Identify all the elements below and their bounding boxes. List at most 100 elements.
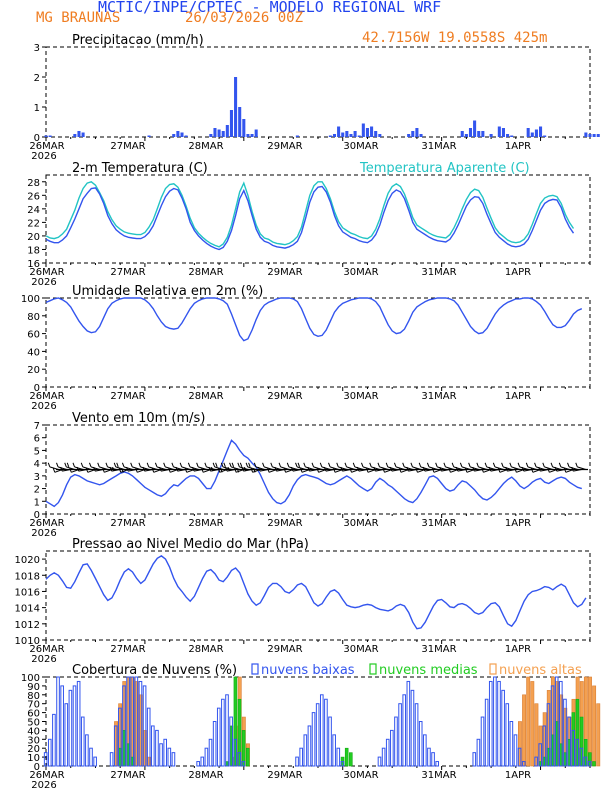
wind-barb-shaft xyxy=(193,469,203,472)
cloud-low-bar xyxy=(513,734,518,767)
cloud-low-bar xyxy=(385,738,390,767)
wind-barb-shaft xyxy=(375,469,385,472)
precip-bar xyxy=(234,77,238,137)
wind-barb-shaft xyxy=(329,466,339,470)
location-label: MG BRAUNAS xyxy=(36,10,121,26)
wind-barb-shaft xyxy=(437,466,446,470)
wind-barb-flag xyxy=(142,466,146,472)
wind-barb-shaft xyxy=(453,466,463,470)
y-tick-label: 0 xyxy=(34,510,40,521)
precip-bar xyxy=(539,126,543,137)
x-tick-label: 27MAR xyxy=(110,770,145,781)
wind-barb xyxy=(56,462,67,470)
wind-barb-flag xyxy=(497,468,501,473)
cloud-low-bar xyxy=(418,721,423,767)
legend-swatch xyxy=(489,663,497,675)
wind-barb-flag xyxy=(303,462,306,468)
wind-barb xyxy=(163,462,174,470)
panel-title: 2-m Temperatura (C) xyxy=(72,161,208,176)
cloud-low-bar xyxy=(567,716,571,767)
wind-barb xyxy=(229,462,240,470)
precip-bar xyxy=(510,135,514,137)
precip-bar xyxy=(596,134,600,137)
wind-barb-flag xyxy=(192,466,195,472)
wind-barb xyxy=(76,466,88,472)
cloud-high-bar xyxy=(526,676,531,767)
cloud-low-bar xyxy=(319,694,324,767)
precip-bar xyxy=(349,134,353,137)
wind-barb-flag xyxy=(175,466,178,472)
wind-barb xyxy=(212,462,224,470)
precip-bar xyxy=(180,132,184,137)
wind-barb xyxy=(262,462,273,470)
wind-barb xyxy=(311,462,323,470)
wind-barb xyxy=(336,462,347,470)
wind-barb-shaft xyxy=(502,466,512,470)
cloud-low-bar xyxy=(47,738,52,767)
wind-barb-shaft xyxy=(263,466,273,470)
wind-barb-flag xyxy=(415,468,418,473)
cloud-low-bar xyxy=(118,707,122,767)
cloud-low-bar xyxy=(435,761,439,767)
wind-barb-flag xyxy=(514,468,517,473)
wind-barb-shaft xyxy=(387,466,397,470)
cloud-low-bar xyxy=(324,698,328,767)
wind-barb-shaft xyxy=(62,469,71,472)
cloud-low-bar xyxy=(109,752,114,767)
wind-barb-flag xyxy=(171,462,174,468)
wind-barb-shaft xyxy=(177,469,187,472)
cloud-low-bar xyxy=(484,698,489,767)
x-tick-label: 29MAR xyxy=(267,141,302,152)
precip-bar xyxy=(184,135,188,137)
wind-barb-flag xyxy=(47,462,51,468)
wind-barb-flag xyxy=(138,462,141,468)
cloud-low-bar xyxy=(472,752,477,767)
y-tick-label: 100 xyxy=(21,673,40,684)
cloud-low-bar xyxy=(571,729,575,767)
wind-barb-flag xyxy=(402,462,405,468)
cloud-low-bar xyxy=(332,734,336,767)
cloud-low-bar xyxy=(237,752,242,767)
wind-barb-shaft xyxy=(523,469,533,472)
wind-barb-flag xyxy=(241,466,244,472)
cloud-low-bar xyxy=(534,756,538,767)
wind-barb-flag xyxy=(459,462,463,468)
wind-barb-flag xyxy=(484,462,488,468)
wind-barb-shaft xyxy=(189,466,199,470)
wind-barb-flag xyxy=(225,466,228,472)
precip-bar xyxy=(584,132,588,137)
wind-barb-flag xyxy=(253,468,256,473)
x-tick-label: 28MAR xyxy=(188,391,223,402)
wind-barb-shaft xyxy=(111,469,121,472)
y-tick-label: 10 xyxy=(27,753,40,764)
wind-barb-flag xyxy=(422,466,426,472)
cloud-high-bar xyxy=(530,681,535,767)
precip-bar xyxy=(217,129,221,137)
y-tick-label: 0 xyxy=(34,133,40,144)
wind-barb-shaft xyxy=(181,466,191,470)
wind-barb xyxy=(542,462,554,470)
humidity-line xyxy=(45,297,583,342)
cloud-low-bar xyxy=(93,756,97,767)
wind-barb-flag xyxy=(270,462,273,468)
wind-barb-shaft xyxy=(441,469,450,472)
y-tick-label: 3 xyxy=(34,472,40,483)
wind-barb-shaft xyxy=(379,466,389,470)
precip-bar xyxy=(254,129,258,137)
wind-barb-shaft xyxy=(321,466,331,470)
x-tick-label: 31MAR xyxy=(421,267,456,278)
y-tick-label: 50 xyxy=(27,718,40,729)
wind-barb xyxy=(319,462,331,470)
x-tick-label: 30MAR xyxy=(343,518,378,529)
wind-barb-flag xyxy=(135,468,138,473)
wind-barb-flag xyxy=(366,468,369,473)
wind-barb-shaft xyxy=(140,466,150,470)
wind-barb-flag xyxy=(336,462,339,468)
x-tick-label: 29MAR xyxy=(267,518,302,529)
wind-barb xyxy=(220,462,232,470)
wind-barb-shaft xyxy=(214,466,224,470)
wind-barb-shaft xyxy=(313,466,323,470)
panel-3 xyxy=(42,297,591,391)
wind-barb-shaft xyxy=(165,466,174,470)
wind-barb-shaft xyxy=(568,466,578,470)
